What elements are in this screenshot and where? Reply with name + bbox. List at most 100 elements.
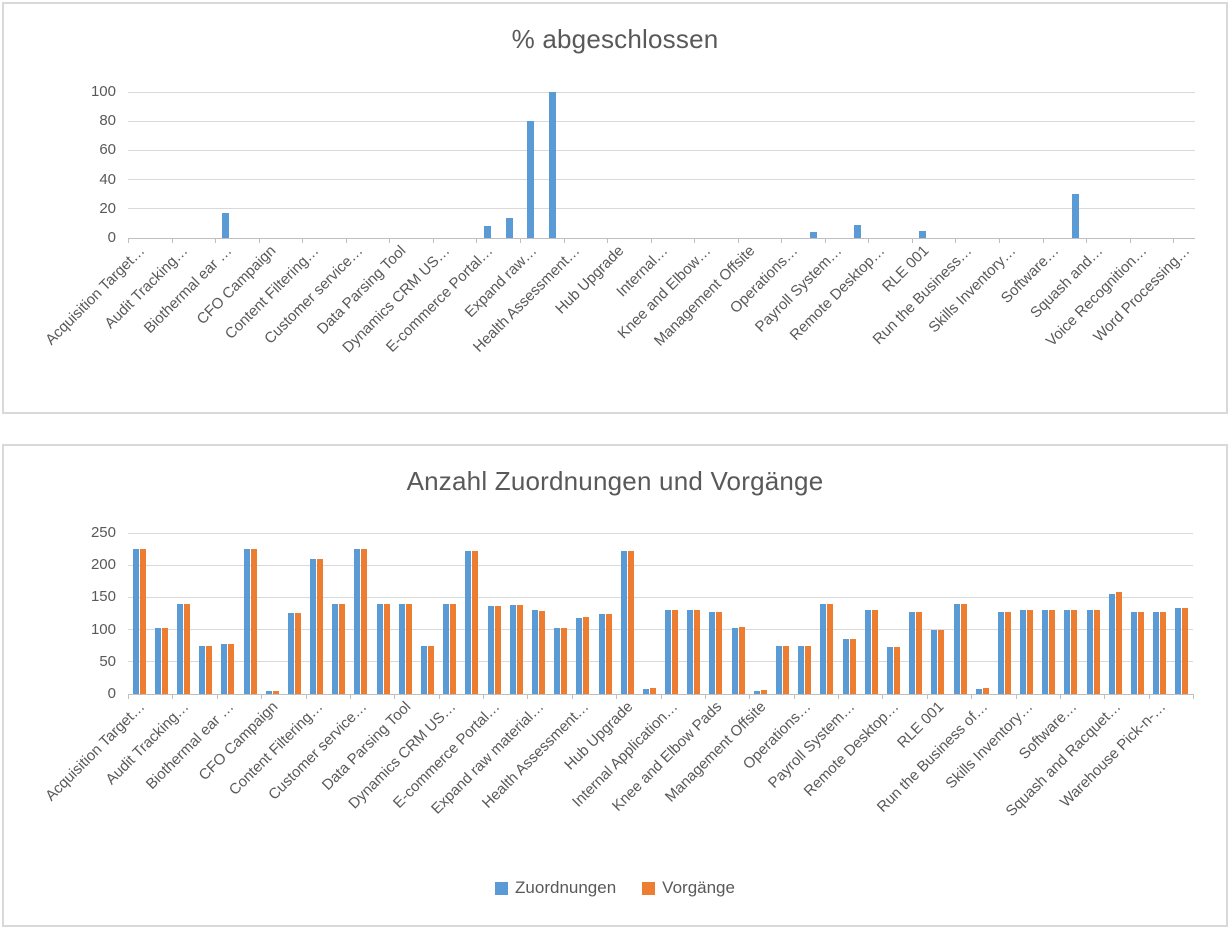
bar-vorgaenge [405, 604, 412, 694]
x-axis-tick [527, 694, 529, 699]
gridline-y-50 [128, 661, 1193, 663]
bar-vorgaenge [1115, 592, 1122, 694]
x-axis-tick [955, 238, 957, 243]
y-axis-tick-label: 0 [107, 685, 116, 702]
x-axis-tick [345, 238, 347, 243]
x-axis-tick [1086, 238, 1088, 243]
bar-zuordnungen [842, 639, 849, 694]
bar-zuordnungen [975, 688, 982, 694]
bar-vorgaenge [583, 617, 590, 694]
bar-vorgaenge [228, 644, 235, 694]
bar-zuordnungen [665, 610, 672, 694]
x-axis-tick [926, 694, 928, 699]
gridline-y-40 [128, 179, 1195, 181]
y-axis-tick-label: 250 [90, 524, 116, 541]
bar-vorgaenge [672, 610, 679, 694]
bar-vorgaenge [1160, 612, 1167, 694]
gridline-y-80 [128, 120, 1195, 122]
x-axis-tick [305, 694, 307, 699]
bar-vorgaenge [472, 551, 479, 694]
gridline-y-60 [128, 149, 1195, 151]
gridline-y-150 [128, 596, 1193, 598]
bar-vorgaenge [250, 549, 257, 694]
bar-percent-complete [483, 226, 491, 238]
x-axis-tick [737, 238, 739, 243]
bar-zuordnungen [154, 627, 161, 694]
legend-label-zuordnungen: Zuordnungen [515, 878, 617, 897]
x-axis-tick [999, 238, 1001, 243]
bar-zuordnungen [576, 618, 583, 694]
x-axis-tick [650, 238, 652, 243]
bar-zuordnungen [376, 603, 383, 694]
bar-vorgaenge [428, 645, 435, 694]
bar-zuordnungen [864, 610, 871, 694]
x-axis-tick [704, 694, 706, 699]
bar-vorgaenge [649, 688, 656, 694]
bar-zuordnungen [931, 629, 938, 694]
x-axis-tick [971, 694, 973, 699]
bar-zuordnungen [421, 645, 428, 694]
bar-zuordnungen [332, 604, 339, 694]
bar-percent-complete [222, 213, 230, 238]
bar-vorgaenge [783, 645, 790, 694]
bar-vorgaenge [827, 603, 834, 694]
bar-zuordnungen [287, 612, 294, 694]
panel-percent-complete-chart: % abgeschlossen 0 20 40 60 80 100 Acquisition … [2, 2, 1228, 414]
bar-vorgaenge [272, 690, 279, 694]
bar-vorgaenge [183, 603, 190, 694]
x-axis-tick [476, 238, 478, 243]
bar-zuordnungen [620, 551, 627, 694]
bar-vorgaenge [849, 639, 856, 694]
chart-title-percent-complete: % abgeschlossen [511, 24, 719, 54]
bar-zuordnungen [731, 627, 738, 694]
y-axis-tick-label: 0 [107, 229, 116, 246]
y-axis-tick-label: 40 [99, 170, 116, 188]
bar-zuordnungen [531, 610, 538, 694]
bar-zuordnungen [487, 605, 494, 694]
x-axis-tick [607, 238, 609, 243]
bar-vorgaenge [294, 612, 301, 694]
x-axis-tick [660, 694, 662, 699]
plot-area-assignments-operations: 0 50 100 150 200 250 Acquisition Target… Audit … [4, 446, 1226, 925]
x-axis-tick [432, 238, 434, 243]
y-axis-tick-label: 80 [99, 112, 116, 130]
bar-vorgaenge [938, 629, 945, 694]
bar-zuordnungen [1108, 593, 1115, 694]
bar-zuordnungen [509, 605, 516, 694]
x-axis-tick [302, 238, 304, 243]
y-axis-tick-label: 150 [90, 588, 116, 606]
bar-zuordnungen [798, 645, 805, 694]
bar-vorgaenge [538, 610, 545, 694]
gridline-y-250 [128, 532, 1193, 534]
bar-vorgaenge [1182, 608, 1189, 694]
bar-zuordnungen [398, 604, 405, 694]
bar-vorgaenge [1027, 610, 1034, 694]
bar-vorgaenge [1093, 610, 1100, 694]
x-axis-tick [1104, 694, 1106, 699]
bar-zuordnungen [354, 549, 361, 694]
bar-zuordnungen [820, 603, 827, 694]
bar-vorgaenge [716, 612, 723, 694]
x-axis-tick [1042, 238, 1044, 243]
bar-vorgaenge [1138, 612, 1145, 694]
bar-percent-complete [919, 230, 927, 238]
gridline-y-20 [128, 208, 1195, 210]
legend-swatch-zuordnungen-icon [495, 881, 509, 895]
bar-zuordnungen [465, 551, 472, 694]
y-axis-tick-label: 100 [90, 620, 116, 638]
bar-zuordnungen [753, 690, 760, 694]
x-axis-tick [781, 238, 783, 243]
bar-zuordnungen [199, 645, 206, 694]
bar-vorgaenge [516, 605, 523, 694]
bar-zuordnungen [909, 612, 916, 694]
bar-zuordnungen [1175, 608, 1182, 694]
x-axis-tick [1173, 238, 1175, 243]
bar-vorgaenge [760, 690, 767, 694]
bar-zuordnungen [642, 688, 649, 694]
plot-area-percent-complete: 0 20 40 60 80 100 Acquisition Target… Audit Tra… [4, 4, 1226, 412]
bar-zuordnungen [953, 603, 960, 694]
bar-zuordnungen [886, 646, 893, 694]
bar-zuordnungen [1020, 610, 1027, 694]
bar-vorgaenge [871, 610, 878, 694]
bar-zuordnungen [1153, 612, 1160, 694]
